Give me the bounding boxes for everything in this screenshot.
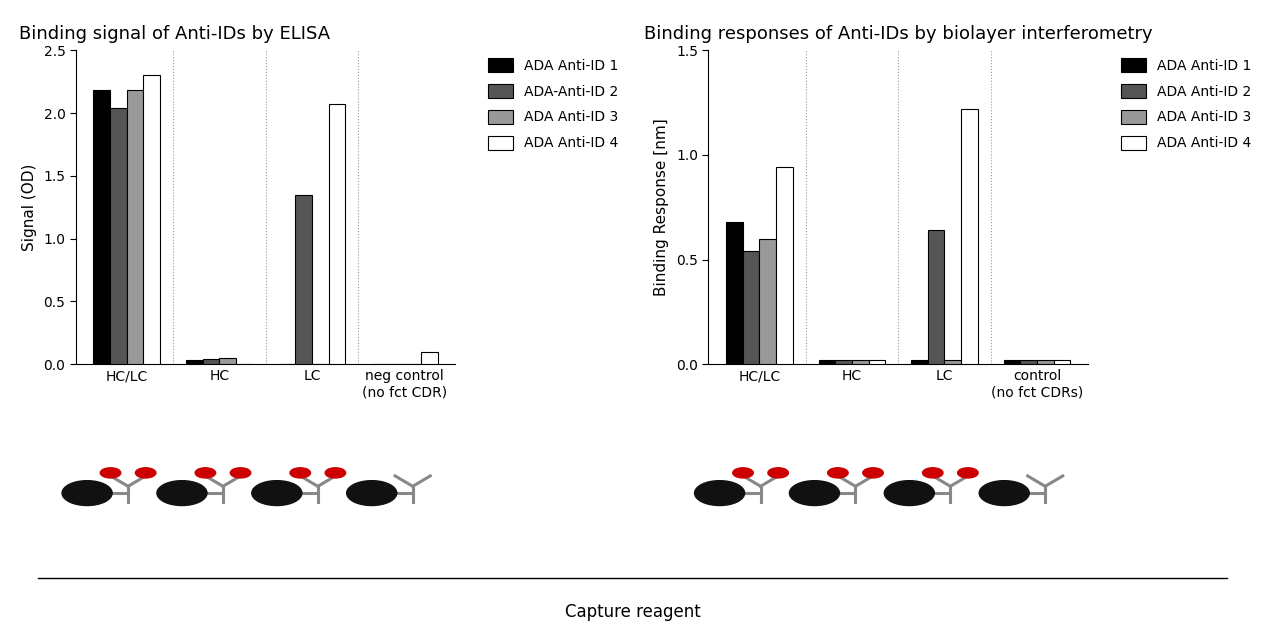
- Bar: [421, 352, 438, 364]
- Bar: [202, 359, 219, 364]
- Y-axis label: Binding Response [nm]: Binding Response [nm]: [654, 118, 669, 296]
- Bar: [295, 195, 312, 364]
- Bar: [1037, 360, 1054, 364]
- Legend: ADA Anti-ID 1, ADA Anti-ID 2, ADA Anti-ID 3, ADA Anti-ID 4: ADA Anti-ID 1, ADA Anti-ID 2, ADA Anti-I…: [1113, 51, 1259, 158]
- Bar: [743, 251, 759, 364]
- Bar: [726, 222, 743, 364]
- Bar: [1003, 360, 1021, 364]
- Text: Capture reagent: Capture reagent: [564, 604, 701, 621]
- Text: Binding signal of Anti-IDs by ELISA: Binding signal of Anti-IDs by ELISA: [19, 25, 330, 43]
- Bar: [851, 360, 869, 364]
- Bar: [818, 360, 835, 364]
- Bar: [869, 360, 885, 364]
- Bar: [186, 360, 202, 364]
- Bar: [143, 75, 161, 364]
- Bar: [329, 104, 345, 364]
- Bar: [911, 360, 927, 364]
- Bar: [775, 168, 793, 364]
- Bar: [110, 108, 126, 364]
- Bar: [1054, 360, 1070, 364]
- Y-axis label: Signal (OD): Signal (OD): [22, 163, 37, 251]
- Bar: [759, 239, 775, 364]
- Bar: [927, 230, 945, 364]
- Bar: [94, 90, 110, 364]
- Bar: [1021, 360, 1037, 364]
- Bar: [126, 90, 143, 364]
- Bar: [219, 358, 237, 364]
- Bar: [961, 109, 978, 364]
- Text: Binding responses of Anti-IDs by biolayer interferometry: Binding responses of Anti-IDs by biolaye…: [644, 25, 1152, 43]
- Bar: [835, 360, 851, 364]
- Bar: [945, 360, 961, 364]
- Legend: ADA Anti-ID 1, ADA-Anti-ID 2, ADA Anti-ID 3, ADA Anti-ID 4: ADA Anti-ID 1, ADA-Anti-ID 2, ADA Anti-I…: [481, 51, 626, 158]
